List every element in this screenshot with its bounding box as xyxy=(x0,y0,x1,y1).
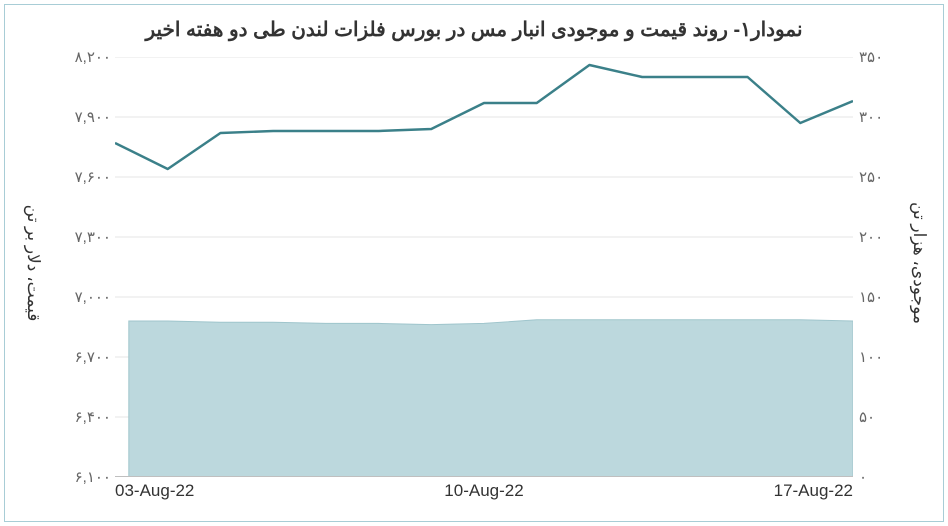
y-right-tick: ۲۰۰ xyxy=(859,228,883,246)
y-left-tick: ۶,۴۰۰ xyxy=(75,408,111,426)
y-right-tick: ۱۵۰ xyxy=(859,288,883,306)
y-left-tick: ۷,۰۰۰ xyxy=(75,288,111,306)
y-left-tick: ۷,۳۰۰ xyxy=(75,228,111,246)
y-axis-left-label: قیمت، دلار بر تن xyxy=(23,205,43,322)
y-left-tick: ۶,۱۰۰ xyxy=(75,468,111,486)
y-axis-left-ticks: ۶,۱۰۰۶,۴۰۰۶,۷۰۰۷,۰۰۰۷,۳۰۰۷,۶۰۰۷,۹۰۰۸,۲۰۰ xyxy=(57,57,111,477)
x-axis-ticks: 03-Aug-22 10-Aug-22 17-Aug-22 xyxy=(115,481,853,509)
y-right-tick: ۱۰۰ xyxy=(859,348,883,366)
area-inventory xyxy=(129,320,853,477)
y-left-tick: ۸,۲۰۰ xyxy=(75,48,111,66)
chart-svg xyxy=(115,57,853,477)
x-tick: 03-Aug-22 xyxy=(115,481,194,501)
y-right-tick: ۵۰ xyxy=(859,408,875,426)
chart-container: نمودار۱- روند قیمت و موجودی انبار مس در … xyxy=(4,4,944,522)
x-tick: 17-Aug-22 xyxy=(774,481,853,501)
chart-title: نمودار۱- روند قیمت و موجودی انبار مس در … xyxy=(5,17,943,42)
y-left-tick: ۷,۹۰۰ xyxy=(75,108,111,126)
y-right-tick: ۳۵۰ xyxy=(859,48,883,66)
y-left-tick: ۶,۷۰۰ xyxy=(75,348,111,366)
y-axis-right-label: موجودی، هزار تن xyxy=(909,202,929,324)
plot-area xyxy=(115,57,853,477)
y-right-tick: ۳۰۰ xyxy=(859,108,883,126)
x-tick: 10-Aug-22 xyxy=(444,481,523,501)
y-right-tick: ۲۵۰ xyxy=(859,168,883,186)
y-right-tick: ۰ xyxy=(859,468,867,486)
y-left-tick: ۷,۶۰۰ xyxy=(75,168,111,186)
y-axis-right-ticks: ۰۵۰۱۰۰۱۵۰۲۰۰۲۵۰۳۰۰۳۵۰ xyxy=(859,57,899,477)
